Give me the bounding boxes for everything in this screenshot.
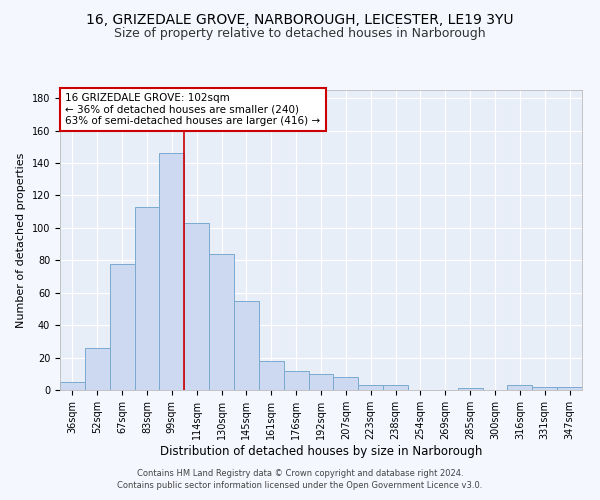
Bar (557, 387, 582, 390)
Bar (508, 385, 532, 390)
Bar (184, 223, 209, 390)
Text: 16, GRIZEDALE GROVE, NARBOROUGH, LEICESTER, LE19 3YU: 16, GRIZEDALE GROVE, NARBOROUGH, LEICEST… (86, 12, 514, 26)
Bar (532, 387, 557, 390)
Text: Contains public sector information licensed under the Open Government Licence v3: Contains public sector information licen… (118, 481, 482, 490)
Bar (284, 370, 308, 390)
Text: 16 GRIZEDALE GROVE: 102sqm
← 36% of detached houses are smaller (240)
63% of sem: 16 GRIZEDALE GROVE: 102sqm ← 36% of deta… (65, 93, 320, 126)
Bar (60, 382, 85, 390)
Text: Contains HM Land Registry data © Crown copyright and database right 2024.: Contains HM Land Registry data © Crown c… (137, 468, 463, 477)
Bar (234, 301, 259, 390)
Bar (383, 385, 408, 390)
Bar (259, 361, 284, 390)
Bar (110, 264, 134, 390)
Bar (134, 207, 160, 390)
Bar (308, 374, 334, 390)
Bar (85, 348, 110, 390)
Bar (358, 385, 383, 390)
Y-axis label: Number of detached properties: Number of detached properties (16, 152, 26, 328)
Bar (209, 254, 234, 390)
Text: Size of property relative to detached houses in Narborough: Size of property relative to detached ho… (114, 28, 486, 40)
X-axis label: Distribution of detached houses by size in Narborough: Distribution of detached houses by size … (160, 444, 482, 458)
Bar (334, 377, 358, 390)
Bar (160, 153, 184, 390)
Bar (458, 388, 482, 390)
